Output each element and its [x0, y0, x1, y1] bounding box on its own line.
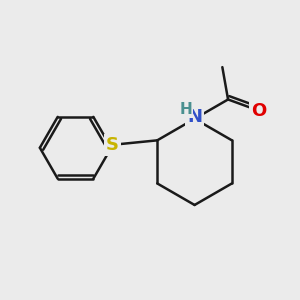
Text: O: O [251, 102, 266, 120]
Text: H: H [180, 102, 193, 117]
Text: N: N [187, 108, 202, 126]
Text: S: S [106, 136, 119, 154]
